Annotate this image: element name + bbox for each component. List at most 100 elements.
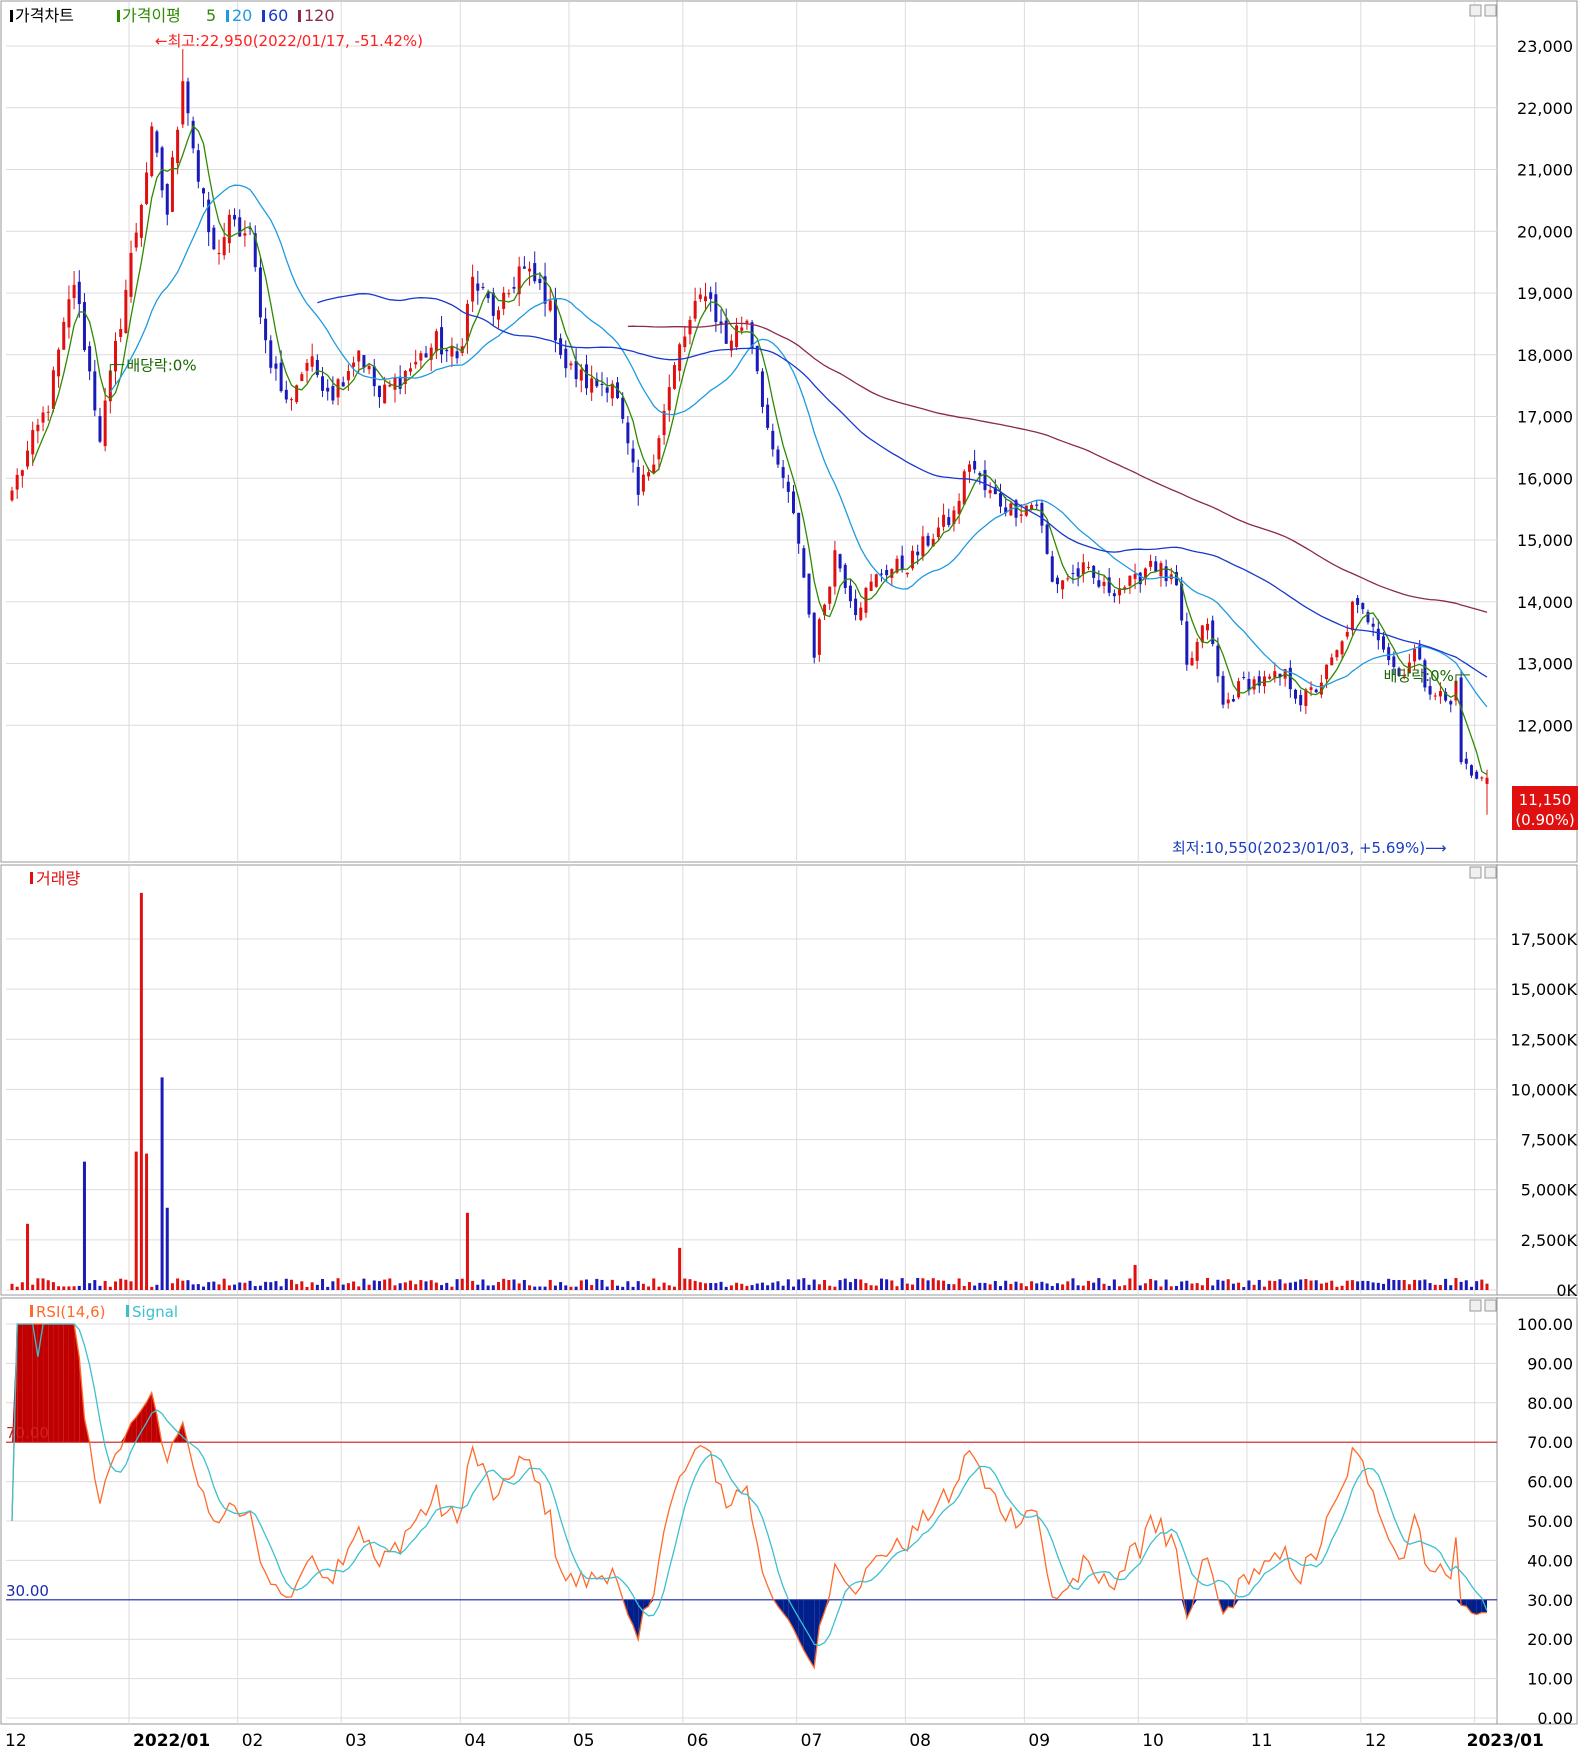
- candle-body: [636, 467, 640, 495]
- candle-body: [1257, 676, 1261, 686]
- close-icon[interactable]: [1484, 866, 1497, 879]
- volume-bar: [631, 1286, 635, 1290]
- volume-bar: [388, 1278, 392, 1290]
- candle-body: [352, 362, 356, 367]
- volume-bar: [864, 1283, 868, 1290]
- panel-controls[interactable]: [1469, 4, 1497, 1312]
- x-tick-label: 12: [5, 1731, 27, 1751]
- candle-body: [1206, 623, 1210, 631]
- candle-body: [98, 416, 102, 442]
- volume-bar: [1294, 1281, 1298, 1290]
- volume-panel: [10, 892, 1489, 1290]
- rsi-oversold-fill: [1228, 1599, 1234, 1608]
- volume-bar: [367, 1284, 371, 1290]
- candle-body: [26, 450, 30, 467]
- volume-bar: [1169, 1286, 1173, 1290]
- volume-bar: [1423, 1279, 1427, 1290]
- last-price: 11,150: [1519, 791, 1572, 809]
- rsi-overbought-fill: [125, 1423, 132, 1443]
- volume-bar: [843, 1278, 847, 1290]
- volume-bar: [1149, 1278, 1153, 1290]
- volume-bar: [217, 1284, 221, 1290]
- candle-body: [921, 536, 925, 557]
- volume-bar: [450, 1286, 454, 1290]
- volume-bar: [812, 1279, 816, 1290]
- candle-body: [962, 471, 966, 505]
- volume-bar: [590, 1285, 594, 1290]
- candle-body: [1055, 577, 1059, 585]
- volume-bar: [973, 1285, 977, 1290]
- volume-bar: [983, 1282, 987, 1290]
- volume-bar: [1050, 1286, 1054, 1290]
- minimize-icon[interactable]: [1469, 1299, 1482, 1312]
- volume-bar: [398, 1283, 402, 1290]
- candle-body: [584, 364, 588, 389]
- candle-body: [279, 362, 283, 392]
- volume-bar: [533, 1286, 537, 1290]
- candle-body: [1035, 504, 1039, 506]
- candle-body: [336, 379, 340, 398]
- candle-body: [1356, 598, 1360, 605]
- legend-marker: [226, 10, 229, 22]
- candle-body: [1107, 577, 1111, 593]
- candle-body: [248, 227, 252, 229]
- volume-bar: [724, 1286, 728, 1290]
- candle-body: [714, 294, 718, 322]
- volume-bar: [1356, 1281, 1360, 1290]
- candle-body: [735, 325, 739, 347]
- candle-body: [67, 299, 71, 328]
- volume-bar: [1278, 1279, 1282, 1290]
- volume-bar: [926, 1280, 930, 1290]
- candle-body: [181, 81, 185, 125]
- volume-bar: [465, 1212, 469, 1290]
- volume-bar: [874, 1285, 878, 1290]
- candle-body: [284, 389, 288, 400]
- y-tick-label: 2,500K: [1521, 1231, 1578, 1250]
- candle-body: [1097, 580, 1101, 587]
- candle-body: [1371, 623, 1375, 627]
- close-icon[interactable]: [1484, 4, 1497, 17]
- candle-body: [564, 348, 568, 369]
- candle-body: [507, 293, 511, 295]
- panel-frame: [0, 864, 1578, 1296]
- candle-body: [36, 424, 40, 432]
- volume-bar: [817, 1284, 821, 1290]
- volume-bar: [714, 1283, 718, 1290]
- candle-body: [1335, 650, 1339, 658]
- y-tick-label: 70.00: [1527, 1433, 1573, 1452]
- candle-body: [57, 349, 61, 377]
- candle-body: [1247, 678, 1251, 691]
- volume-bar: [512, 1279, 516, 1290]
- candle-body: [46, 411, 50, 413]
- volume-bar: [1014, 1281, 1018, 1290]
- candle-body: [1381, 636, 1385, 650]
- volume-bar: [719, 1281, 723, 1290]
- rsi-oversold-fill: [627, 1599, 634, 1626]
- candle-body: [1190, 657, 1194, 666]
- candle-body: [1061, 580, 1065, 590]
- candle-body: [383, 384, 387, 404]
- candle-body: [269, 340, 273, 368]
- volume-bar: [1226, 1279, 1230, 1290]
- volume-bar: [1190, 1283, 1194, 1290]
- volume-bar: [890, 1280, 894, 1290]
- y-tick-label: 7,500K: [1521, 1131, 1578, 1150]
- volume-bar: [1413, 1279, 1417, 1290]
- volume-bar: [538, 1286, 542, 1290]
- rsi-oversold-fill: [824, 1599, 830, 1612]
- close-icon[interactable]: [1484, 1299, 1497, 1312]
- candle-body: [310, 356, 314, 367]
- volume-bar: [305, 1286, 309, 1290]
- candle-body: [1387, 647, 1391, 661]
- candle-body: [419, 353, 423, 361]
- candle-body: [890, 568, 894, 578]
- candle-body: [548, 300, 552, 311]
- minimize-icon[interactable]: [1469, 866, 1482, 879]
- candle-body: [372, 366, 376, 387]
- rsi-oversold-fill: [1186, 1599, 1192, 1619]
- rsi-overbought-fill: [63, 1324, 69, 1443]
- minimize-icon[interactable]: [1469, 4, 1482, 17]
- volume-bar: [797, 1279, 801, 1290]
- candle-body: [983, 470, 987, 491]
